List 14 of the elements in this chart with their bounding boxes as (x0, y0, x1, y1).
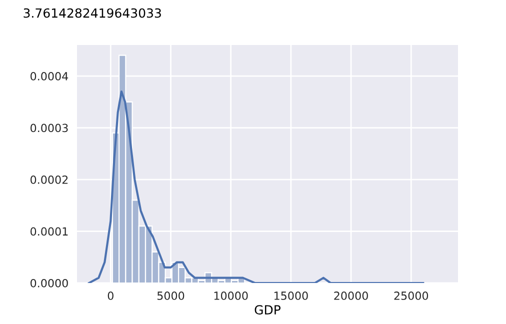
x-tick-label: 15000 (274, 292, 308, 300)
y-tick-label: 0.0003 (30, 124, 68, 132)
y-tick-label: 0.0004 (30, 72, 68, 80)
text: 3.7614282419643033 (24, 8, 161, 18)
x-axis-title: GDP (254, 305, 280, 315)
x-tick-label: 5000 (157, 292, 184, 300)
x-tick-label: 20000 (334, 292, 368, 300)
y-tick-label: 0.0001 (30, 227, 68, 236)
x-tick-label: 25000 (394, 292, 428, 300)
y-tick-label: 0.0000 (30, 278, 68, 288)
y-tick-label: 0.0002 (30, 175, 68, 184)
x-tick-label: 10000 (214, 292, 248, 300)
x-tick-label: 0 (108, 292, 114, 300)
line-series (88, 90, 424, 283)
